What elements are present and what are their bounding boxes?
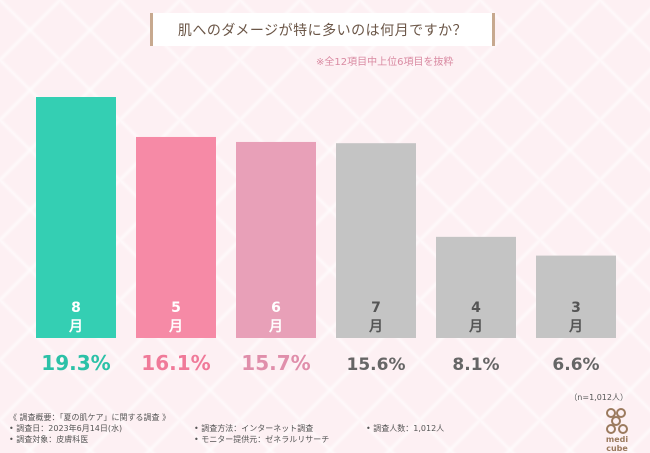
value-label-4: 15.6%: [347, 355, 406, 375]
category-unit-1: 月: [68, 319, 83, 335]
category-unit-4: 月: [368, 319, 383, 335]
logo-text: medi cube: [605, 435, 629, 453]
value-label-6: 6.6%: [552, 355, 599, 375]
category-number-3: 6: [271, 300, 281, 316]
bar-chart: 8 月 19.3% 5 月 16.1% 6 月 15.7% 7 月 15.6% 4 月 8.1% 3 月 6.6%: [36, 97, 616, 375]
survey-provider: • モニター提供元：ゼネラルリサーチ: [194, 435, 330, 444]
sample-size-label: （n=1,012人）: [569, 393, 628, 402]
category-number-1: 8: [71, 300, 81, 316]
survey-method: • 調査方法：インターネット調査: [194, 424, 314, 433]
medicube-logo: medi cube: [594, 405, 640, 453]
bar-1: [36, 97, 116, 338]
bar-4: [336, 143, 416, 338]
category-unit-6: 月: [568, 319, 583, 335]
chart-title: 肌へのダメージが特に多いのは何月ですか？: [150, 13, 495, 46]
logo-mark-icon: [606, 408, 628, 434]
survey-heading: 《 調査概要：「夏の肌ケア」に関する調査 》: [9, 413, 171, 422]
category-number-6: 3: [571, 300, 581, 316]
category-unit-5: 月: [468, 319, 483, 335]
value-label-1: 19.3%: [41, 351, 110, 375]
bar-2: [136, 136, 216, 338]
survey-count: • 調査人数：1,012人: [366, 424, 445, 433]
category-number-2: 5: [171, 300, 181, 316]
bar-5: [436, 236, 516, 338]
bar-6: [536, 255, 616, 338]
value-label-5: 8.1%: [452, 355, 499, 375]
survey-summary: 《 調査概要：「夏の肌ケア」に関する調査 》: [9, 412, 170, 423]
survey-date: • 調査日：2023年6月14日(水): [9, 424, 123, 433]
category-unit-3: 月: [268, 319, 283, 335]
bar-3: [236, 141, 316, 338]
category-number-5: 4: [471, 300, 481, 316]
category-unit-2: 月: [168, 319, 183, 335]
value-label-2: 16.1%: [141, 351, 210, 375]
chart-note: ※全12項目中上位6項目を抜粋: [316, 57, 454, 68]
category-number-4: 7: [371, 300, 381, 316]
value-label-3: 15.7%: [241, 351, 310, 375]
survey-target: • 調査対象：皮膚科医: [9, 435, 89, 444]
